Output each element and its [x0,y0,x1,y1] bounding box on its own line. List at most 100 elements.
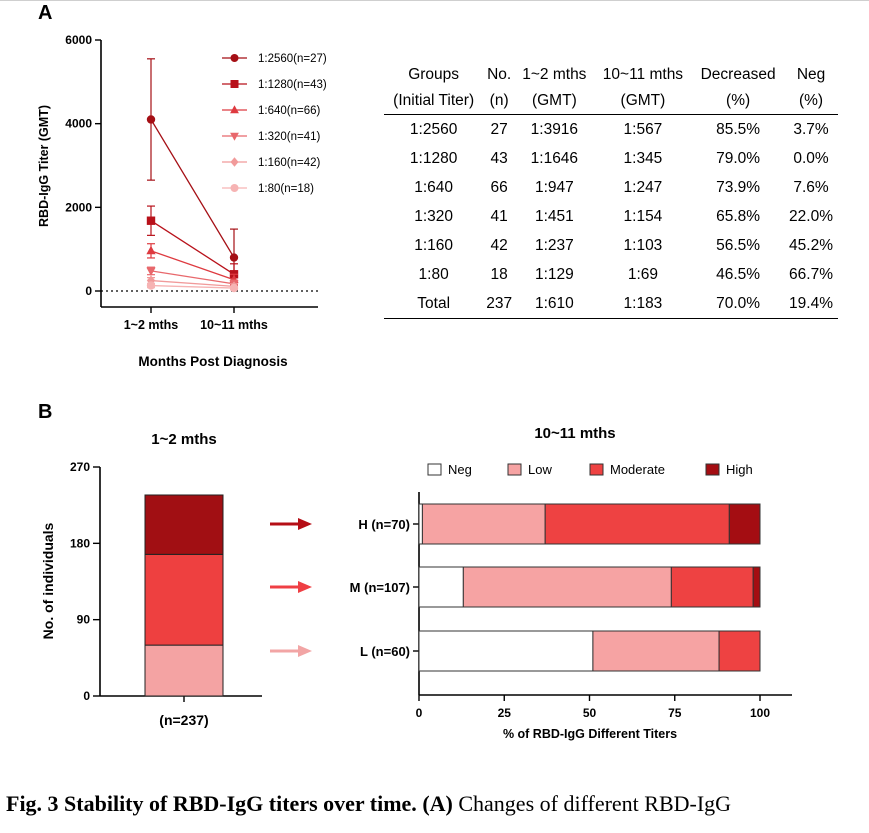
data-point [146,267,156,276]
line-series [146,281,239,293]
y-tick-label: 4000 [65,117,92,131]
legend-item: Moderate [589,462,665,477]
y-tick-label: 0 [83,689,90,703]
stacked-bar-segment [670,566,754,608]
x-tick-label: (n=237) [159,712,208,728]
caption-panel-ref: (A) [422,791,453,816]
table-row: 1:1280 43 1:1646 1:345 79.0% 0.0% [384,144,838,173]
table-cell: 1:640 [414,178,454,196]
arrow-icon [270,581,312,593]
table-cell: 1:320 [414,207,454,225]
legend-item: 1:2560(n=27) [222,53,327,65]
stacked-bar-segment [144,644,224,697]
legend-label: Neg [448,462,472,477]
horizontal-bar-chart: 10~11 mths % of RBD-IgG Different Titers… [270,425,792,741]
x-tick-label: 10~11 mths [200,318,268,332]
table-header-cell: Groups [408,66,460,83]
data-point [230,54,239,62]
table-cell: 1:129 [534,265,574,283]
table-cell: 1:154 [623,207,663,225]
data-point [229,253,239,262]
table-header-cell: (GMT) [593,88,693,115]
table-row: 1:80 18 1:129 1:69 46.5% 66.7% [384,260,838,289]
x-tick-label: 75 [668,706,682,720]
table-cell: Total [384,289,484,319]
y-tick-label: H (n=70) [358,517,410,532]
table-row: 1:320 41 1:451 1:154 65.8% 22.0% [384,202,838,231]
table-header-cell: (n) [483,88,515,115]
arrow-icon [270,645,312,657]
stacked-bar-segment [728,503,761,545]
table-cell: 42 [490,236,508,254]
legend-item: 1:320(n=41) [222,131,321,143]
table-cell: 1:80 [418,265,449,283]
line-chart: RBD-IgG Titer (GMT) Months Post Diagnosi… [37,33,327,369]
data-point [230,157,239,167]
panel-a-letter: A [38,2,53,24]
line-chart-ylabel: RBD-IgG Titer (GMT) [37,105,51,227]
table-header-cell: Neg [796,66,826,83]
table-cell: 27 [490,120,508,138]
legend-item: 1:80(n=18) [222,183,314,195]
vbar-ylabel: No. of individuals [40,522,56,639]
x-tick-label: 0 [416,706,423,720]
series-line [150,250,235,281]
table-cell: 19.4% [784,289,838,319]
y-tick-label: 90 [77,613,91,627]
table-cell: 1:69 [627,265,658,283]
table-cell: 41 [490,207,508,225]
table-cell: 1:3916 [530,120,579,138]
stacked-bar-segment [418,630,594,672]
series-line [150,270,235,285]
legend-label: 1:640(n=66) [258,105,321,117]
table-header-cell: 1~2 mths [522,66,587,83]
stacked-bar-segment [462,566,672,608]
table-cell: 1:183 [593,289,693,319]
arrow-head [298,645,312,657]
legend-label: Moderate [610,462,665,477]
legend-label: 1:320(n=41) [258,131,321,143]
table-cell: 46.5% [716,265,761,283]
x-tick-label: 50 [583,706,597,720]
legend-label: 1:1280(n=43) [258,79,327,91]
table-cell: 66 [490,178,508,196]
legend-item: Neg [427,462,472,477]
table-cell: 79.0% [716,149,761,167]
data-point [230,105,239,114]
legend-item: 1:640(n=66) [222,105,321,117]
table-cell: 1:103 [623,236,663,254]
legend-label: 1:160(n=42) [258,157,321,169]
table-row: 1:160 42 1:237 1:103 56.5% 45.2% [384,231,838,260]
legend-label: Low [528,462,552,477]
stacked-bar-segment [718,630,761,672]
table-cell: 18 [490,265,508,283]
caption-text: Changes of different RBD-IgG [452,791,732,816]
y-tick-label: 270 [70,460,90,474]
y-tick-label: 180 [70,536,90,550]
table-cell: 56.5% [716,236,761,254]
table-header-cell: (Initial Titer) [384,88,484,115]
stacked-bar-segment [592,630,720,672]
data-point [146,245,156,255]
table-cell: 237 [483,289,515,319]
arrow-icon [270,518,312,530]
stacked-bar-segment [752,566,761,608]
table-cell: 1:947 [534,178,574,196]
series-line [150,119,235,258]
table-header-cell: (GMT) [515,88,594,115]
data-point [146,216,156,225]
table-cell: 7.6% [793,178,829,196]
table-cell: 1:1280 [409,149,458,167]
stacked-bar-segment [421,503,546,545]
table-header-row: Groups No. 1~2 mths 10~11 mths Decreased… [384,62,838,88]
stacked-bar-segment [418,566,464,608]
stacked-bar-segment [144,494,224,555]
data-point [230,80,239,88]
legend-item: Low [507,462,552,477]
table-cell: 22.0% [789,207,833,225]
stacked-bar-segment [144,553,224,646]
table-cell: 1:610 [515,289,594,319]
table-row: 1:640 66 1:947 1:247 73.9% 7.6% [384,173,838,202]
table-cell: 1:345 [623,149,663,167]
arrow-head [298,581,312,593]
